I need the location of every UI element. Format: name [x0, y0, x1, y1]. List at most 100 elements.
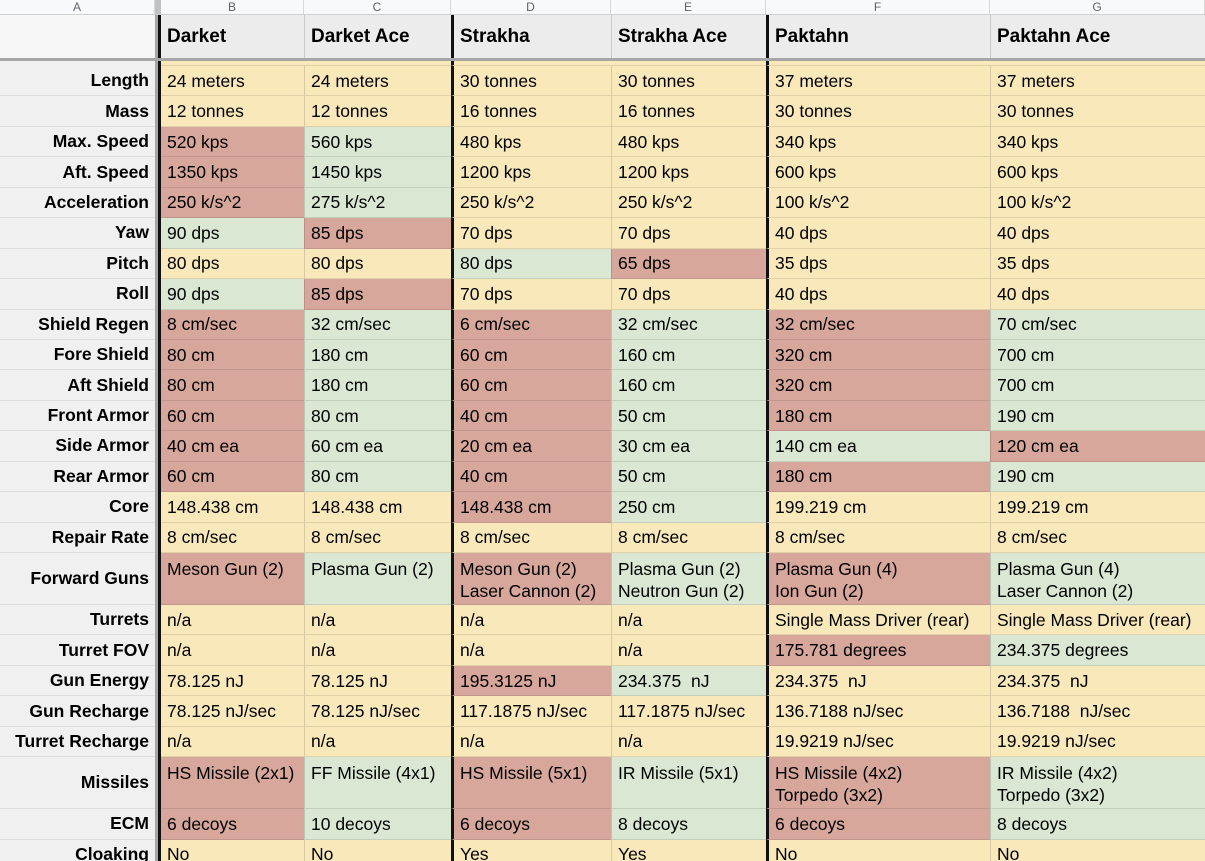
- cell[interactable]: 20 cm ea: [451, 431, 611, 462]
- cell[interactable]: 30 tonnes: [766, 96, 990, 127]
- column-header-f[interactable]: F: [766, 0, 990, 14]
- cell[interactable]: 136.7188 nJ/sec: [766, 696, 990, 727]
- cell[interactable]: Yes: [451, 839, 611, 861]
- cell[interactable]: 180 cm: [766, 400, 990, 432]
- ship-header-paktahn[interactable]: Paktahn: [766, 15, 990, 58]
- cell[interactable]: 148.438 cm: [304, 492, 451, 523]
- cell[interactable]: IR Missile (4x2) Torpedo (3x2): [990, 757, 1205, 810]
- cell[interactable]: 78.125 nJ/sec: [304, 696, 451, 727]
- cell[interactable]: Plasma Gun (2) Neutron Gun (2): [611, 553, 766, 605]
- cell[interactable]: n/a: [161, 726, 304, 758]
- cell[interactable]: 35 dps: [990, 248, 1205, 280]
- cell[interactable]: 8 cm/sec: [766, 522, 990, 553]
- row-label[interactable]: Max. Speed: [0, 126, 155, 158]
- cell[interactable]: 480 kps: [611, 126, 766, 158]
- cell[interactable]: 70 dps: [611, 279, 766, 310]
- cell[interactable]: 8 decoys: [611, 809, 766, 840]
- cell[interactable]: Meson Gun (2): [161, 553, 304, 605]
- cell[interactable]: 70 dps: [451, 218, 611, 249]
- cell[interactable]: 65 dps: [611, 248, 766, 280]
- cell[interactable]: 320 cm: [766, 370, 990, 401]
- column-header-a[interactable]: A: [0, 0, 155, 14]
- cell[interactable]: 60 cm: [451, 370, 611, 401]
- cell[interactable]: No: [304, 839, 451, 861]
- ship-header-paktahn-ace[interactable]: Paktahn Ace: [990, 15, 1205, 58]
- cell[interactable]: 80 cm: [304, 400, 451, 432]
- row-label[interactable]: Gun Recharge: [0, 696, 155, 727]
- column-header-e[interactable]: E: [611, 0, 766, 14]
- row-label[interactable]: Turrets: [0, 605, 155, 636]
- cell[interactable]: 16 tonnes: [611, 96, 766, 127]
- cell[interactable]: 40 dps: [766, 279, 990, 310]
- cell[interactable]: 250 cm: [611, 492, 766, 523]
- cell[interactable]: 80 cm: [161, 370, 304, 401]
- cell[interactable]: 16 tonnes: [451, 96, 611, 127]
- cell[interactable]: 148.438 cm: [161, 492, 304, 523]
- row-label[interactable]: Turret FOV: [0, 635, 155, 666]
- row-label[interactable]: Pitch: [0, 248, 155, 280]
- cell[interactable]: 6 decoys: [766, 809, 990, 840]
- cell[interactable]: IR Missile (5x1): [611, 757, 766, 810]
- cell[interactable]: n/a: [611, 726, 766, 758]
- cell[interactable]: 180 cm: [304, 339, 451, 371]
- cell[interactable]: 340 kps: [766, 126, 990, 158]
- cell[interactable]: 480 kps: [451, 126, 611, 158]
- row-label[interactable]: Length: [0, 66, 155, 97]
- cell[interactable]: 190 cm: [990, 400, 1205, 432]
- cell[interactable]: 1200 kps: [611, 157, 766, 188]
- cell[interactable]: 90 dps: [161, 279, 304, 310]
- row-label[interactable]: Side Armor: [0, 431, 155, 462]
- cell[interactable]: 30 cm ea: [611, 431, 766, 462]
- cell[interactable]: 12 tonnes: [304, 96, 451, 127]
- cell[interactable]: 190 cm: [990, 461, 1205, 493]
- cell[interactable]: 32 cm/sec: [304, 309, 451, 340]
- row-label[interactable]: Mass: [0, 96, 155, 127]
- cell[interactable]: 70 cm/sec: [990, 309, 1205, 340]
- cell[interactable]: 85 dps: [304, 279, 451, 310]
- cell[interactable]: 12 tonnes: [161, 96, 304, 127]
- cell[interactable]: n/a: [304, 635, 451, 666]
- cell[interactable]: 80 dps: [451, 248, 611, 280]
- cell[interactable]: 1350 kps: [161, 157, 304, 188]
- cell[interactable]: 250 k/s^2: [161, 187, 304, 219]
- cell[interactable]: 37 meters: [766, 66, 990, 97]
- cell[interactable]: 40 cm ea: [161, 431, 304, 462]
- cell[interactable]: No: [161, 839, 304, 861]
- cell[interactable]: 6 cm/sec: [451, 309, 611, 340]
- cell[interactable]: 30 tonnes: [611, 66, 766, 97]
- corner-cell[interactable]: [0, 15, 155, 58]
- cell[interactable]: 320 cm: [766, 339, 990, 371]
- cell[interactable]: 520 kps: [161, 126, 304, 158]
- cell[interactable]: Plasma Gun (4) Laser Cannon (2): [990, 553, 1205, 605]
- cell[interactable]: 160 cm: [611, 339, 766, 371]
- cell[interactable]: 250 k/s^2: [451, 187, 611, 219]
- cell[interactable]: HS Missile (4x2) Torpedo (3x2): [766, 757, 990, 810]
- cell[interactable]: 90 dps: [161, 218, 304, 249]
- row-label[interactable]: Aft. Speed: [0, 157, 155, 188]
- cell[interactable]: 117.1875 nJ/sec: [451, 696, 611, 727]
- cell[interactable]: 8 cm/sec: [990, 522, 1205, 553]
- cell[interactable]: 30 tonnes: [990, 96, 1205, 127]
- cell[interactable]: 50 cm: [611, 400, 766, 432]
- cell[interactable]: FF Missile (4x1): [304, 757, 451, 810]
- cell[interactable]: 234.375 nJ: [766, 665, 990, 697]
- cell[interactable]: No: [990, 839, 1205, 861]
- cell[interactable]: 1200 kps: [451, 157, 611, 188]
- row-label[interactable]: ECM: [0, 809, 155, 840]
- cell[interactable]: Yes: [611, 839, 766, 861]
- cell[interactable]: 700 cm: [990, 370, 1205, 401]
- cell[interactable]: 560 kps: [304, 126, 451, 158]
- row-label[interactable]: Roll: [0, 279, 155, 310]
- cell[interactable]: n/a: [304, 605, 451, 636]
- cell[interactable]: 30 tonnes: [451, 66, 611, 97]
- cell[interactable]: 117.1875 nJ/sec: [611, 696, 766, 727]
- row-label[interactable]: Repair Rate: [0, 522, 155, 553]
- cell[interactable]: 8 cm/sec: [161, 522, 304, 553]
- row-label[interactable]: Fore Shield: [0, 339, 155, 371]
- row-label[interactable]: Forward Guns: [0, 553, 155, 605]
- row-label[interactable]: Yaw: [0, 218, 155, 249]
- cell[interactable]: n/a: [451, 635, 611, 666]
- cell[interactable]: 234.375 degrees: [990, 635, 1205, 666]
- cell[interactable]: 80 dps: [161, 248, 304, 280]
- cell[interactable]: 175.781 degrees: [766, 635, 990, 666]
